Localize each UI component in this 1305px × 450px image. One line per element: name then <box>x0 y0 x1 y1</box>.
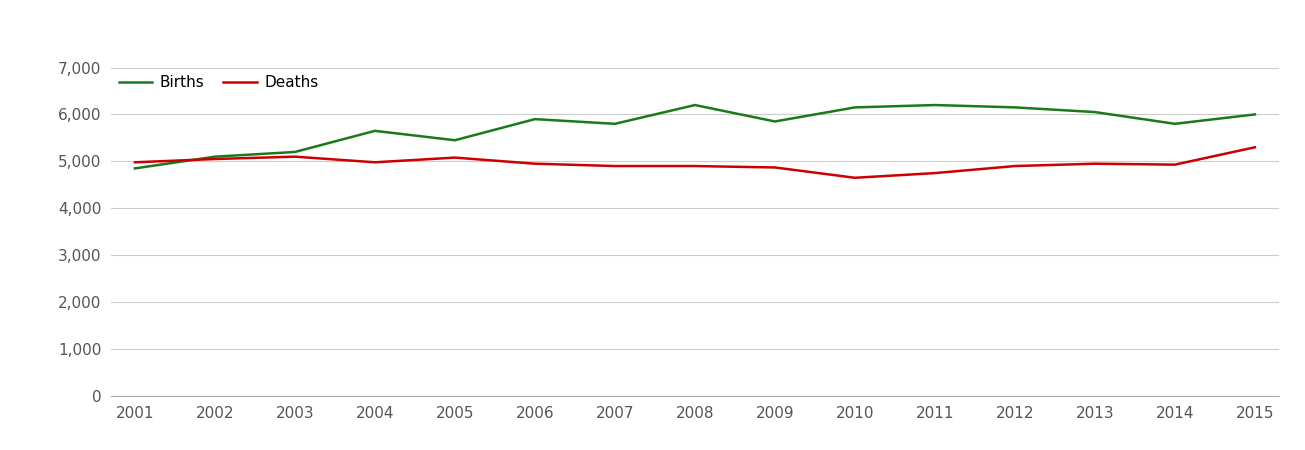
Births <box>127 166 142 171</box>
Deaths <box>847 175 863 180</box>
Deaths <box>607 163 622 169</box>
Births <box>527 117 543 122</box>
Births <box>1248 112 1263 117</box>
Deaths <box>448 155 463 160</box>
Line: Births: Births <box>134 105 1255 168</box>
Births <box>287 149 303 155</box>
Births <box>847 105 863 110</box>
Births <box>767 119 783 124</box>
Deaths <box>1087 161 1103 166</box>
Deaths <box>767 165 783 170</box>
Births <box>927 102 942 108</box>
Line: Deaths: Deaths <box>134 147 1255 178</box>
Deaths <box>927 171 942 176</box>
Deaths <box>127 160 142 165</box>
Births <box>448 138 463 143</box>
Legend: Births, Deaths: Births, Deaths <box>119 75 318 90</box>
Births <box>1167 121 1182 126</box>
Deaths <box>1007 163 1023 169</box>
Births <box>607 121 622 126</box>
Births <box>1007 105 1023 110</box>
Births <box>686 102 702 108</box>
Deaths <box>207 156 223 162</box>
Deaths <box>1167 162 1182 167</box>
Deaths <box>367 160 382 165</box>
Deaths <box>527 161 543 166</box>
Deaths <box>287 154 303 159</box>
Births <box>207 154 223 159</box>
Births <box>1087 109 1103 115</box>
Births <box>367 128 382 134</box>
Deaths <box>1248 144 1263 150</box>
Deaths <box>686 163 702 169</box>
